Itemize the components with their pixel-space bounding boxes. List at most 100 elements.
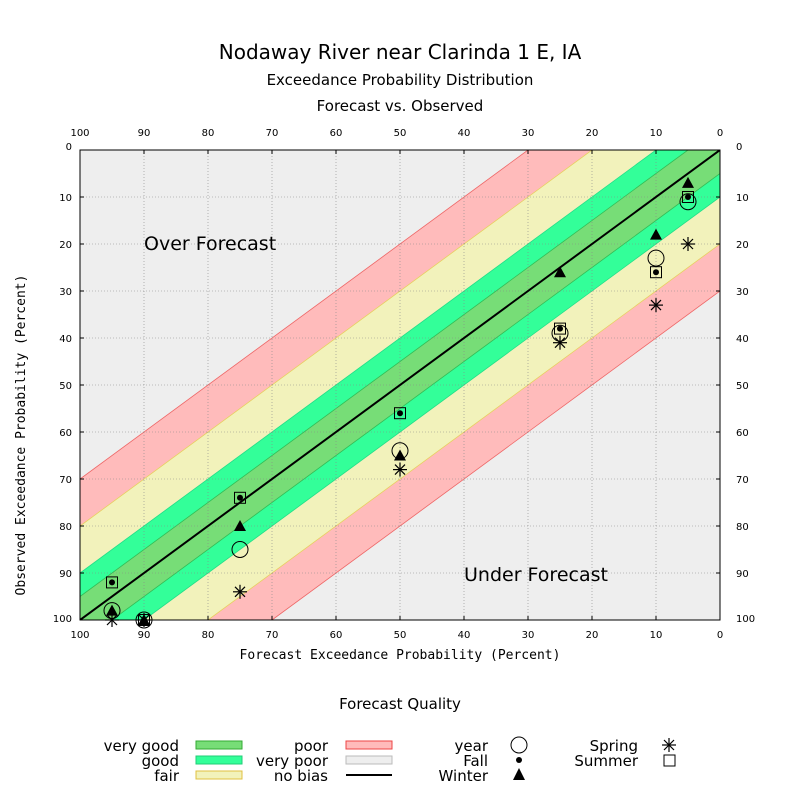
legend-title: Forecast Quality: [339, 695, 461, 713]
point-spring: [553, 335, 567, 350]
y-tick-label-left: 0: [66, 142, 72, 153]
y-tick-label-right: 70: [736, 475, 749, 486]
point-winter: [682, 176, 694, 188]
y-axis-label: Observed Exceedance Probability (Percent…: [14, 275, 29, 596]
legend-label-no-bias: no bias: [274, 767, 328, 785]
point-fall: [653, 269, 659, 276]
axis-ticks: 1001009090808070706060505040403030202010…: [53, 128, 755, 641]
legend-swatch-good: [195, 755, 243, 765]
x-tick-label-bottom: 90: [138, 630, 151, 641]
legend-label-summer: Summer: [574, 752, 638, 770]
point-spring: [105, 613, 119, 627]
y-tick-label-right: 90: [736, 569, 749, 580]
legend-marker-summer: [663, 754, 676, 767]
legend-marker-spring: [662, 738, 676, 752]
point-fall: [237, 494, 243, 501]
point-winter: [554, 266, 566, 278]
x-tick-label-bottom: 100: [70, 630, 89, 641]
x-tick-label-bottom: 80: [202, 630, 215, 641]
x-tick-label-bottom: 20: [586, 630, 599, 641]
region-label-under: Under Forecast: [464, 564, 608, 586]
point-summer: [106, 576, 118, 589]
legend-marker-year: [510, 736, 528, 754]
x-tick-label-top: 70: [266, 128, 279, 139]
point-summer: [394, 407, 406, 420]
y-tick-label-left: 50: [59, 381, 72, 392]
x-tick-label-top: 100: [70, 128, 89, 139]
y-tick-label-right: 0: [736, 142, 742, 153]
point-summer: [234, 491, 246, 504]
point-summer: [682, 191, 694, 203]
x-axis-label: Forecast Exceedance Probability (Percent…: [240, 648, 561, 663]
x-tick-label-bottom: 40: [458, 630, 471, 641]
point-fall: [109, 579, 115, 586]
no-bias-line: [80, 150, 720, 620]
y-tick-label-left: 100: [53, 614, 72, 625]
point-year: [231, 541, 249, 558]
point-spring: [137, 613, 151, 627]
x-tick-label-bottom: 0: [717, 630, 723, 641]
legend-swatch-poor: [345, 740, 393, 750]
x-tick-label-top: 20: [586, 128, 599, 139]
legend-label-winter: Winter: [439, 767, 489, 785]
point-spring: [649, 298, 663, 313]
legend-label-good: good: [142, 752, 179, 770]
legend-label-fair: fair: [154, 767, 180, 785]
legend-label-fall: Fall: [463, 752, 488, 770]
y-tick-label-right: 30: [736, 287, 749, 298]
x-tick-label-top: 80: [202, 128, 215, 139]
x-tick-label-bottom: 60: [330, 630, 343, 641]
grid-lines: [80, 150, 720, 620]
x-tick-label-bottom: 10: [650, 630, 663, 641]
point-summer: [650, 266, 662, 279]
y-tick-label-left: 80: [59, 522, 72, 533]
point-spring: [681, 237, 695, 251]
point-winter: [394, 449, 406, 461]
point-spring: [393, 462, 407, 477]
point-spring: [233, 584, 247, 599]
x-tick-label-bottom: 30: [522, 630, 535, 641]
chart-subtitle-2: Forecast vs. Observed: [316, 97, 484, 115]
x-tick-label-top: 30: [522, 128, 535, 139]
legend-swatch-very-good: [195, 740, 243, 750]
x-tick-label-top: 10: [650, 128, 663, 139]
y-tick-label-left: 60: [59, 428, 72, 439]
y-tick-label-left: 20: [59, 240, 72, 251]
point-winter: [234, 520, 246, 531]
y-tick-label-right: 60: [736, 428, 749, 439]
x-tick-label-bottom: 50: [394, 630, 407, 641]
legend-label-year: year: [455, 737, 489, 755]
legend-swatch-fair: [195, 770, 243, 780]
point-fall: [685, 194, 691, 200]
point-year: [647, 249, 665, 267]
x-tick-label-top: 40: [458, 128, 471, 139]
legend-marker-winter: [513, 768, 525, 780]
point-winter: [106, 604, 118, 616]
y-tick-label-left: 10: [59, 193, 72, 204]
x-tick-label-top: 60: [330, 128, 343, 139]
legend-label-poor: poor: [294, 737, 329, 755]
y-tick-label-right: 40: [736, 334, 749, 345]
legend-label-very-good: very good: [104, 737, 179, 755]
point-winter: [650, 228, 662, 240]
chart-title: Nodaway River near Clarinda 1 E, IA: [218, 40, 582, 64]
y-tick-label-left: 90: [59, 569, 72, 580]
data-points: [103, 176, 697, 629]
point-year: [135, 611, 153, 629]
point-year: [679, 193, 697, 211]
legend-swatch-very-poor: [345, 755, 393, 765]
legend-marker-fall: [516, 757, 522, 763]
region-label-over: Over Forecast: [144, 233, 276, 255]
y-tick-label-left: 40: [59, 334, 72, 345]
legend: very good good fair poor very poor no bi…: [104, 736, 676, 785]
y-tick-label-right: 50: [736, 381, 749, 392]
x-tick-label-top: 50: [394, 128, 407, 139]
x-tick-label-top: 90: [138, 128, 151, 139]
point-summer: [554, 322, 566, 335]
y-tick-label-left: 70: [59, 475, 72, 486]
chart-subtitle-1: Exceedance Probability Distribution: [266, 71, 534, 89]
point-fall: [557, 325, 563, 332]
y-tick-label-left: 30: [59, 287, 72, 298]
legend-label-spring: Spring: [590, 737, 638, 755]
point-fall: [397, 410, 403, 417]
